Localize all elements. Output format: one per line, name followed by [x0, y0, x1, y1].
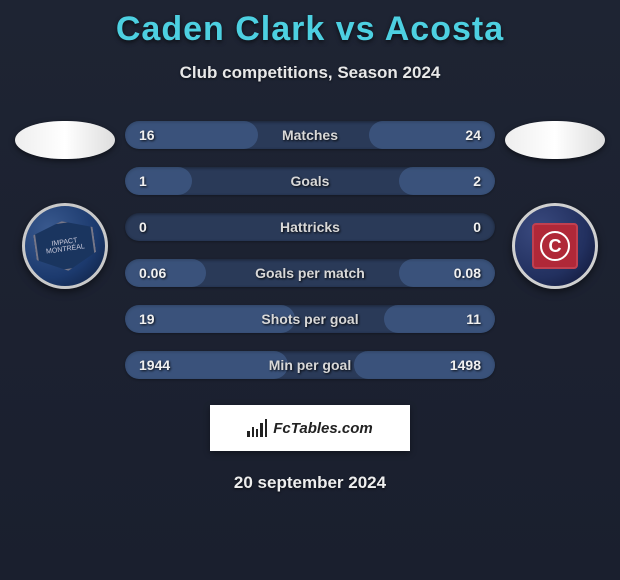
stat-value-right: 24	[441, 127, 481, 143]
stat-row: 1Goals2	[125, 167, 495, 195]
stat-value-right: 1498	[441, 357, 481, 373]
left-team-logo: IMPACT MONTRÉAL	[22, 203, 108, 289]
stat-label: Goals per match	[125, 265, 495, 281]
right-side: C	[495, 121, 615, 289]
comparison-subtitle: Club competitions, Season 2024	[0, 63, 620, 83]
stat-label: Shots per goal	[125, 311, 495, 327]
right-flag-oval	[505, 121, 605, 159]
stats-table: 16Matches24 1Goals2 0Hattricks0 0.06Goals p…	[125, 121, 495, 379]
stat-row: 0Hattricks0	[125, 213, 495, 241]
stat-label: Matches	[125, 127, 495, 143]
stat-value-right: 11	[441, 311, 481, 327]
comparison-date: 20 september 2024	[0, 473, 620, 493]
stat-value-right: 0.08	[441, 265, 481, 281]
left-team-badge: IMPACT MONTRÉAL	[32, 217, 98, 275]
attribution-text: FcTables.com	[273, 420, 372, 437]
attribution-box: FcTables.com	[210, 405, 410, 451]
left-side: IMPACT MONTRÉAL	[5, 121, 125, 289]
stat-row: 19Shots per goal11	[125, 305, 495, 333]
right-team-badge: C	[532, 223, 578, 269]
attribution-bars-icon	[247, 419, 267, 437]
comparison-content: IMPACT MONTRÉAL 16Matches24 1Goals2 0Hattr…	[0, 121, 620, 379]
stat-value-right: 0	[441, 219, 481, 235]
stat-row: 0.06Goals per match0.08	[125, 259, 495, 287]
stat-label: Min per goal	[125, 357, 495, 373]
right-team-logo: C	[512, 203, 598, 289]
left-flag-oval	[15, 121, 115, 159]
stat-value-right: 2	[441, 173, 481, 189]
stat-label: Goals	[125, 173, 495, 189]
comparison-title: Caden Clark vs Acosta	[0, 0, 620, 49]
stat-row: 1944Min per goal1498	[125, 351, 495, 379]
stat-row: 16Matches24	[125, 121, 495, 149]
stat-label: Hattricks	[125, 219, 495, 235]
